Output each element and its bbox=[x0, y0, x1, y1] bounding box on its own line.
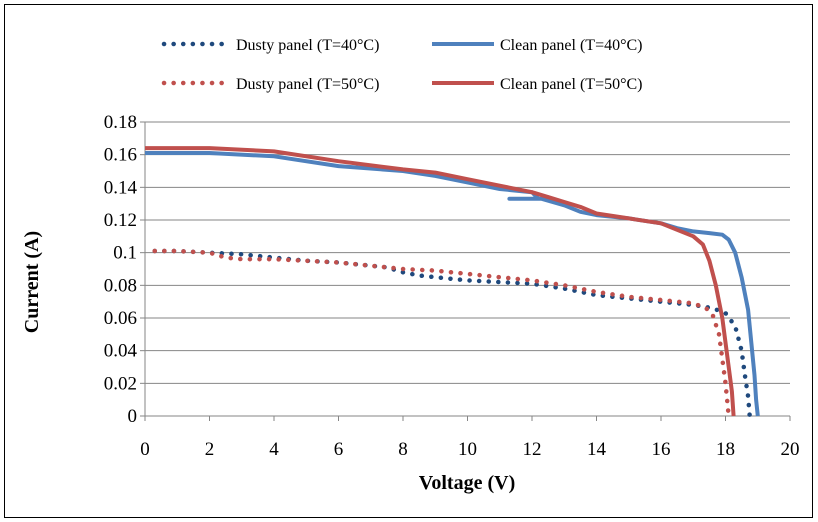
y-tick-label: 0.16 bbox=[104, 145, 137, 166]
x-tick-label: 10 bbox=[458, 439, 477, 460]
legend-label-dusty-50: Dusty panel (T=50°C) bbox=[236, 76, 379, 93]
plot-area bbox=[145, 146, 760, 419]
x-tick-label: 0 bbox=[140, 439, 150, 460]
x-tick-label: 4 bbox=[269, 439, 279, 460]
x-tick-label: 8 bbox=[398, 439, 408, 460]
y-tick-label: 0.06 bbox=[104, 308, 137, 329]
legend: Dusty panel (T=40°C) Clean panel (T=40°C… bbox=[161, 37, 643, 93]
series-line-1 bbox=[145, 151, 760, 417]
axes bbox=[140, 121, 791, 421]
y-tick-label: 0.1 bbox=[113, 243, 137, 264]
x-tick-label: 20 bbox=[781, 439, 800, 460]
y-tick-label: 0 bbox=[128, 406, 138, 427]
y-tick-label: 0.14 bbox=[104, 177, 138, 198]
x-tick-label: 2 bbox=[205, 439, 215, 460]
y-tick-label: 0.12 bbox=[104, 210, 137, 231]
x-tick-label: 14 bbox=[587, 439, 607, 460]
y-tick-label: 0.02 bbox=[104, 373, 137, 394]
legend-label-clean-50: Clean panel (T=50°C) bbox=[500, 76, 643, 93]
x-tick-label: 12 bbox=[523, 439, 542, 460]
x-axis-title: Voltage (V) bbox=[419, 472, 515, 494]
y-axis-title: Current (A) bbox=[21, 231, 43, 333]
series-line-3 bbox=[145, 146, 736, 417]
legend-label-clean-40: Clean panel (T=40°C) bbox=[500, 37, 643, 54]
y-tick-label: 0.08 bbox=[104, 275, 137, 296]
x-tick-label: 16 bbox=[652, 439, 671, 460]
series-line-0 bbox=[152, 248, 752, 419]
y-tick-label: 0.18 bbox=[104, 112, 137, 133]
legend-label-dusty-40: Dusty panel (T=40°C) bbox=[236, 37, 379, 54]
tick-labels: 0 0.02 0.04 0.06 0.08 0.1 0.12 0.14 0.16 0.18 0 2 4 6… bbox=[104, 112, 800, 460]
chart-frame bbox=[4, 4, 813, 518]
y-tick-label: 0.04 bbox=[104, 341, 138, 362]
series-line-2 bbox=[152, 248, 731, 419]
x-tick-label: 18 bbox=[716, 439, 735, 460]
x-tick-label: 6 bbox=[334, 439, 344, 460]
